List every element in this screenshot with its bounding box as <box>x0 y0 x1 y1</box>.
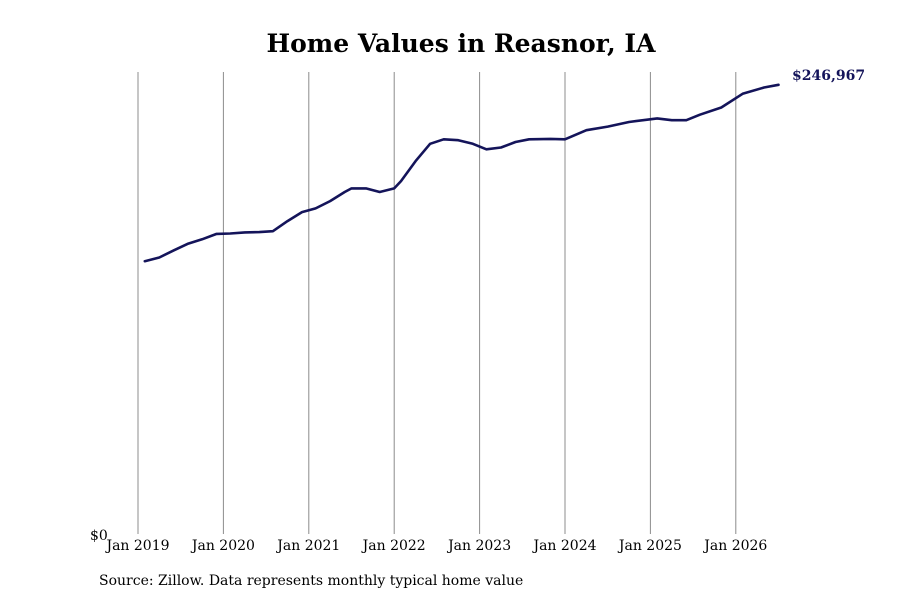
x-tick-label: Jan 2025 <box>617 538 682 554</box>
x-tick-label: Jan 2022 <box>361 538 426 554</box>
end-value-label: $246,967 <box>792 68 865 84</box>
chart-title: Home Values in Reasnor, IA <box>266 29 656 58</box>
grid-lines <box>137 72 737 534</box>
x-tick-label: Jan 2020 <box>190 538 255 554</box>
source-note: Source: Zillow. Data represents monthly … <box>99 573 524 589</box>
x-tick-label: Jan 2026 <box>702 538 767 554</box>
x-axis-ticks: Jan 2019 Jan 2020 Jan 2021 Jan 2022 Jan 2023… <box>104 538 767 554</box>
x-tick-label: Jan 2023 <box>446 538 511 554</box>
x-tick-label: Jan 2019 <box>104 538 169 554</box>
series-line <box>143 83 780 263</box>
y-tick-label: $0 <box>90 528 108 544</box>
x-tick-label: Jan 2021 <box>275 538 340 554</box>
x-tick-label: Jan 2024 <box>531 538 596 554</box>
